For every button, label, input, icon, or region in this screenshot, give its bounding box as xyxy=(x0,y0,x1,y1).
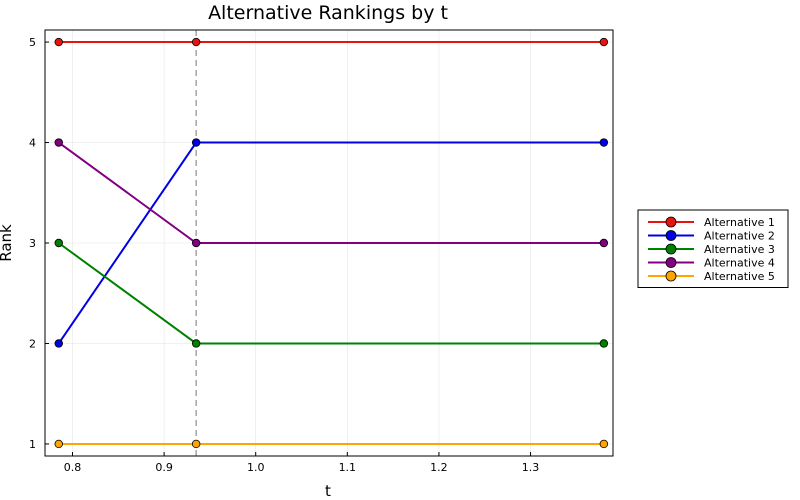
legend-item-5: Alternative 5 xyxy=(648,270,775,283)
series-1-point-1 xyxy=(191,37,201,47)
legend-item-2: Alternative 2 xyxy=(648,230,775,243)
series-3-point-0 xyxy=(54,238,63,248)
legend-label-2: Alternative 2 xyxy=(704,230,775,243)
legend-marker-3 xyxy=(665,243,677,255)
y-tick-label-0: 1 xyxy=(29,438,36,451)
series-3 xyxy=(54,238,609,348)
legend-item-4: Alternative 4 xyxy=(648,257,775,270)
x-tick-label-4: 1.2 xyxy=(430,461,448,474)
series-2-point-2 xyxy=(599,138,609,147)
series-1-point-2 xyxy=(599,37,609,47)
x-tick-label-0: 0.8 xyxy=(64,461,82,474)
x-axis-label: t xyxy=(325,482,331,500)
x-tick-label-5: 1.3 xyxy=(522,461,540,474)
y-tick-label-2: 3 xyxy=(29,237,36,250)
series-2-point-1 xyxy=(191,138,201,147)
legend-item-3: Alternative 3 xyxy=(648,243,775,256)
series-3-line xyxy=(58,242,604,345)
series-4-line xyxy=(58,141,604,244)
y-tick-label-3: 4 xyxy=(29,137,36,150)
chart-title: Alternative Rankings by t xyxy=(208,2,448,24)
series-layer xyxy=(54,37,609,449)
series-5 xyxy=(54,439,609,449)
series-5-point-1 xyxy=(191,439,201,449)
legend-marker-5 xyxy=(665,270,677,282)
legend-label-3: Alternative 3 xyxy=(704,243,775,256)
y-tick-label-4: 5 xyxy=(29,36,36,49)
series-2-point-0 xyxy=(54,339,63,348)
legend-marker-4 xyxy=(665,257,677,268)
series-1 xyxy=(54,37,609,47)
series-4-point-1 xyxy=(191,238,201,248)
series-1-point-0 xyxy=(54,37,63,47)
tick-layer: 0.8 0.9 1.0 1.1 1.2 1.3 1 2 3 4 5 xyxy=(29,36,539,474)
series-5-point-2 xyxy=(599,439,609,449)
legend-marker-2 xyxy=(665,230,677,241)
x-tick-label-3: 1.1 xyxy=(339,461,357,474)
series-4-point-2 xyxy=(599,238,609,248)
series-3-point-2 xyxy=(599,339,609,348)
series-3-point-1 xyxy=(191,339,201,348)
legend-label-5: Alternative 5 xyxy=(704,270,775,283)
legend-label-1: Alternative 1 xyxy=(704,216,775,229)
y-axis-label: Rank xyxy=(0,224,15,262)
legend-label-4: Alternative 4 xyxy=(704,257,775,270)
x-tick-label-1: 0.9 xyxy=(155,461,173,474)
legend-item-1: Alternative 1 xyxy=(648,216,775,229)
series-5-point-0 xyxy=(54,439,63,449)
y-tick-label-1: 2 xyxy=(29,337,36,350)
series-4-point-0 xyxy=(54,138,63,147)
x-tick-label-2: 1.0 xyxy=(247,461,265,474)
series-4 xyxy=(54,138,609,248)
legend-marker-1 xyxy=(665,216,677,228)
